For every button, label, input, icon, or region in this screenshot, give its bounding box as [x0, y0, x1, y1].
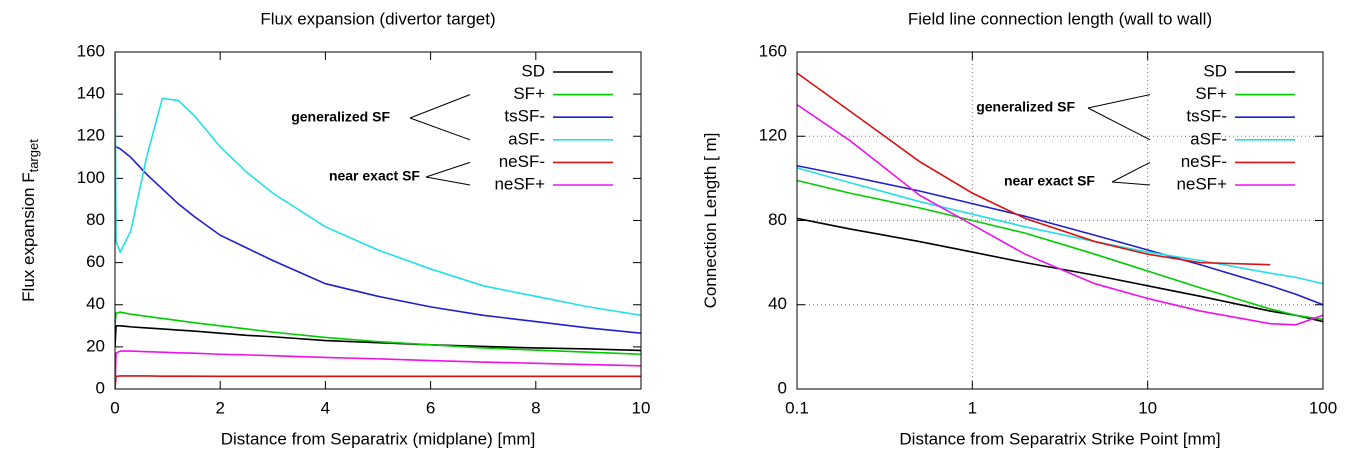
legend-label: neSF+ — [1176, 174, 1227, 193]
y-axis-label: Connection Length [ m] — [701, 133, 720, 309]
series-line — [115, 375, 641, 389]
y-tick-label: 120 — [77, 126, 105, 145]
y-axis-label-text: Connection Length [ m] — [701, 133, 720, 309]
x-tick-label: 0.1 — [785, 398, 809, 417]
annotation-line — [1087, 94, 1151, 109]
annotation: generalized SF — [291, 109, 390, 125]
annotation-line — [409, 117, 471, 141]
legend-label: tsSF- — [504, 107, 545, 126]
x-tick-label: 6 — [426, 398, 435, 417]
x-tick-label: 1 — [968, 398, 977, 417]
series-line — [797, 164, 1323, 306]
series-line — [797, 179, 1323, 321]
legend-label: aSF- — [508, 129, 545, 148]
legend-label: aSF- — [1190, 129, 1227, 148]
x-axis-label: Distance from Separatrix (midplane) [mm] — [221, 429, 536, 448]
y-axis-label-text: Flux expansion F — [19, 172, 38, 301]
x-tick-label: 100 — [1309, 398, 1337, 417]
plot-frame — [114, 51, 642, 390]
annotation: near exact SF — [1004, 173, 1095, 189]
legend-label: SF+ — [513, 84, 545, 103]
annotation-line — [1087, 107, 1151, 141]
y-tick-label: 0 — [778, 378, 787, 397]
y-axis-label: Flux expansion Ftarget — [19, 139, 41, 302]
series-line — [797, 72, 1271, 266]
y-tick-label: 0 — [96, 378, 105, 397]
legend-label: neSF+ — [494, 174, 545, 193]
legend-label: neSF- — [1181, 152, 1227, 171]
y-tick-label: 20 — [86, 336, 105, 355]
x-tick-label: 10 — [632, 398, 651, 417]
y-tick-label: 40 — [86, 294, 105, 313]
series-line — [115, 145, 641, 334]
x-tick-label: 10 — [1138, 398, 1157, 417]
x-tick-label: 4 — [321, 398, 330, 417]
x-tick-label: 0 — [110, 398, 119, 417]
y-tick-label: 140 — [77, 84, 105, 103]
y-tick-label: 40 — [768, 294, 787, 313]
legend-label: SD — [1203, 61, 1227, 80]
annotation: near exact SF — [329, 168, 420, 184]
y-tick-label: 80 — [86, 210, 105, 229]
annotation-line — [1111, 161, 1151, 183]
y-tick-label: 80 — [768, 210, 787, 229]
series-line — [797, 217, 1323, 323]
y-axis-label-subscript: target — [26, 139, 41, 173]
y-tick-label: 160 — [77, 41, 105, 60]
series-line — [115, 325, 641, 352]
series-line — [115, 350, 641, 389]
x-axis-label: Distance from Separatrix Strike Point [m… — [899, 429, 1220, 448]
subplot: Flux expansion (divertor target) Distance… — [19, 9, 650, 448]
y-tick-label: 120 — [759, 126, 787, 145]
legend-label: SD — [521, 61, 545, 80]
legend-label: tsSF- — [1186, 107, 1227, 126]
legend-label: SF+ — [1195, 84, 1227, 103]
annotation-line — [425, 176, 471, 186]
y-tick-label: 100 — [77, 168, 105, 187]
x-tick-label: 2 — [215, 398, 224, 417]
legend-label: neSF- — [499, 152, 545, 171]
x-tick-label: 8 — [531, 398, 540, 417]
series-line — [797, 103, 1323, 326]
series-line — [115, 52, 641, 317]
annotation-line — [409, 94, 471, 119]
annotation: generalized SF — [976, 99, 1075, 115]
plot-frame — [796, 51, 1324, 390]
annotation-line — [425, 161, 471, 178]
y-tick-label: 60 — [86, 252, 105, 271]
series-line — [115, 311, 641, 356]
chart-title: Field line connection length (wall to wa… — [908, 9, 1212, 28]
subplot: Field line connection length (wall to wa… — [701, 9, 1337, 448]
y-tick-label: 160 — [759, 41, 787, 60]
chart-title: Flux expansion (divertor target) — [260, 9, 495, 28]
annotation-line — [1111, 181, 1151, 186]
